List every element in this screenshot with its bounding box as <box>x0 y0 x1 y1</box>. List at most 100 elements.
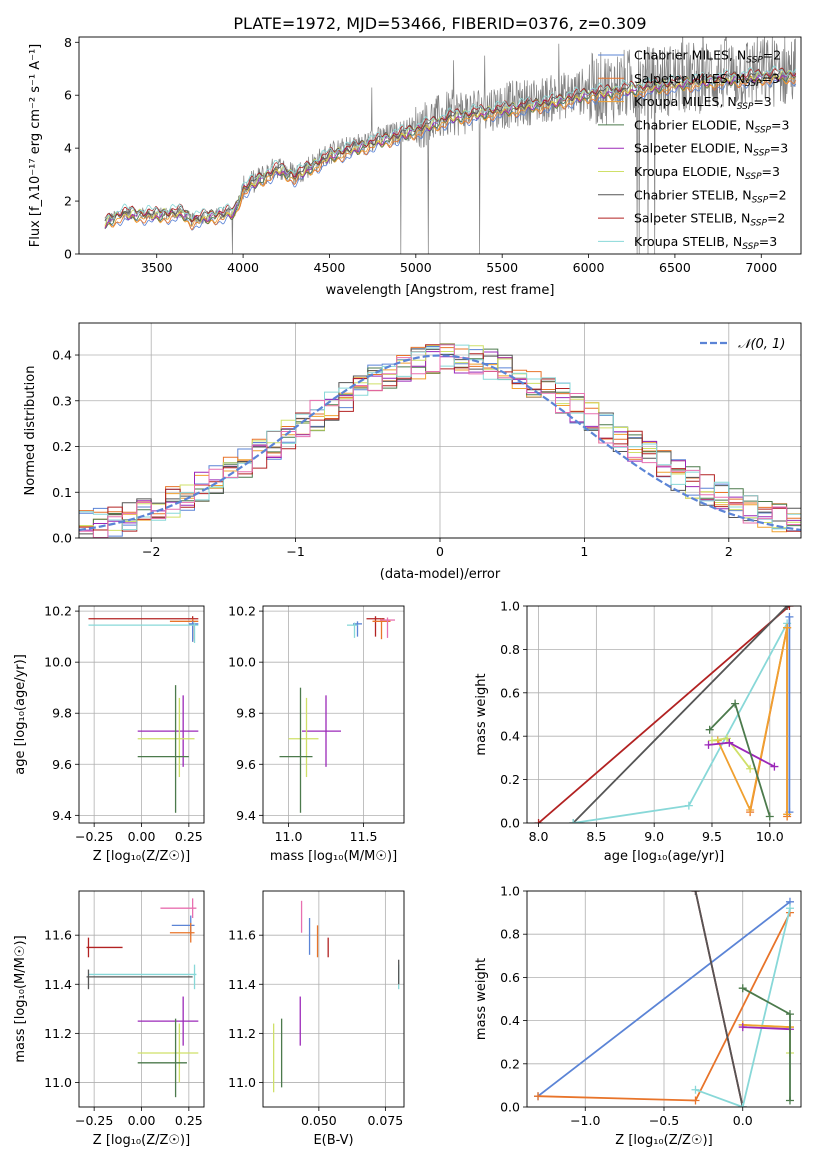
plus-marker <box>569 819 578 823</box>
legend-label: Chabrier MILES, NSSP=2 <box>634 48 781 66</box>
panel-spectrum: 3500 4000 4500 5000 5500 6000 6500 7000 0 2 4 6 8 wav… <box>28 35 802 298</box>
legend-label-tail: =2 <box>768 187 786 202</box>
y-tick-label: 0.4 <box>52 348 72 363</box>
x-tick-label: 9.0 <box>644 829 664 844</box>
x-tick-label: 11.5 <box>350 829 378 844</box>
legend-label: Salpeter MILES, NSSP=3 <box>634 71 780 89</box>
errorbar-point <box>86 937 123 958</box>
axes-frame <box>262 890 405 1108</box>
legend-label-sub: SSP <box>742 242 759 252</box>
legend-label-sub: SSP <box>746 56 763 66</box>
mass-weight-line <box>742 1026 791 1031</box>
legend-label: Kroupa STELIB, NSSP=3 <box>634 234 777 252</box>
legend-label-tail: =3 <box>759 234 777 249</box>
x-tick-label: −2 <box>142 544 160 559</box>
plot-area <box>86 898 199 1098</box>
mass-weight-line <box>708 741 775 768</box>
y-tick-label: 9.4 <box>52 808 72 823</box>
model-spectrum-line <box>104 73 797 228</box>
y-tick-label: 0.8 <box>500 642 520 657</box>
x-tick-label: 3500 <box>141 260 173 275</box>
panel-mass-vs-ebv: 0.050 0.075 11.0 11.2 11.4 11.6 E(B-V) <box>228 890 405 1148</box>
mass-weight-line <box>716 627 788 815</box>
plus-marker <box>738 1023 747 1032</box>
errorbar-point <box>137 1023 199 1083</box>
x-tick-label: 0.00 <box>128 829 156 844</box>
errorbar-point <box>380 617 395 638</box>
axes-frame <box>78 605 205 824</box>
errorbar-point <box>169 922 195 943</box>
legend-label: Kroupa ELODIE, NSSP=3 <box>634 164 780 182</box>
legend-label-text: Kroupa STELIB, N <box>634 234 742 249</box>
legend-label-text: Salpeter ELODIE, N <box>634 141 753 156</box>
axes-frame <box>262 605 405 824</box>
y-tick-label: 11.6 <box>44 928 72 943</box>
y-tick-label: 8 <box>64 35 72 50</box>
y-tick-label: 0.0 <box>500 816 520 831</box>
x-tick-label: 7000 <box>745 260 777 275</box>
errorbar-point <box>279 687 313 813</box>
plus-marker <box>684 801 693 810</box>
plus-marker <box>691 891 700 895</box>
y-tick-label: 0.8 <box>500 927 520 942</box>
plus-marker <box>723 734 732 743</box>
axes-frame <box>526 890 802 1108</box>
errorbar-point <box>137 685 189 813</box>
y-tick-label: 0.2 <box>500 1056 520 1071</box>
y-axis-label: age [log₁₀(age/yr)] <box>13 654 28 775</box>
figure-title: PLATE=1972, MJD=53466, FIBERID=0376, z=0… <box>233 14 646 33</box>
legend-label-sub: SSP <box>745 172 762 182</box>
model-spectrum-line <box>104 67 797 223</box>
x-axis-label: Z [log₁₀(Z/Z☉)] <box>615 1133 712 1148</box>
panel-mass-weight-vs-age: 8.0 8.5 9.0 9.5 10.0 0.0 0.2 0.4 0.6 0.8 1.0 age [l… <box>474 599 802 864</box>
x-tick-label: 6500 <box>659 260 691 275</box>
x-tick-label: 2 <box>725 544 733 559</box>
axes-frame <box>78 322 802 539</box>
plus-marker <box>785 1010 794 1019</box>
y-tick-label: 10.0 <box>44 655 72 670</box>
y-axis-label: mass weight <box>474 673 489 755</box>
x-tick-label: 4000 <box>227 260 259 275</box>
y-tick-label: 0.3 <box>52 393 72 408</box>
y-tick-label: 4 <box>64 141 72 156</box>
errorbar-point <box>188 621 199 642</box>
plus-marker <box>783 606 792 610</box>
legend-label-sub: SSP <box>750 219 767 229</box>
y-tick-label: 0.1 <box>52 485 72 500</box>
panel-age-vs-Z: −0.25 0.00 0.25 9.4 9.6 9.8 10.0 10.2 Z [log₁₀(Z… <box>13 604 205 864</box>
errorbar-point <box>288 697 319 778</box>
x-tick-label: 0 <box>436 544 444 559</box>
y-tick-label: 10.0 <box>228 655 256 670</box>
x-axis-label: Z [log₁₀(Z/Z☉)] <box>93 849 190 864</box>
y-tick-label: 0.0 <box>52 531 72 546</box>
y-tick-label: 10.2 <box>228 604 256 619</box>
plus-marker <box>738 984 747 993</box>
legend-label-tail: =3 <box>770 141 788 156</box>
legend-label: 𝒩(0, 1) <box>738 337 785 352</box>
x-tick-label: 1 <box>580 544 588 559</box>
y-axis-label: mass [log₁₀(M/M☉)] <box>13 935 28 1062</box>
y-tick-label: 0.2 <box>500 772 520 787</box>
legend-label-tail: =3 <box>753 94 771 109</box>
x-tick-label: −1 <box>286 544 304 559</box>
plus-marker <box>785 1096 794 1105</box>
x-tick-label: 4500 <box>314 260 346 275</box>
legend-label-sub: SSP <box>754 125 771 135</box>
legend-label: Chabrier ELODIE, NSSP=3 <box>634 117 789 135</box>
errorbar-point <box>86 969 193 990</box>
errorbar-point <box>88 964 197 990</box>
legend-label-tail: =3 <box>762 71 780 86</box>
x-tick-label: 6000 <box>573 260 605 275</box>
y-tick-label: 9.6 <box>236 757 256 772</box>
x-tick-label: 5000 <box>400 260 432 275</box>
legend-label-text: Salpeter STELIB, N <box>634 211 750 226</box>
model-spectrum-line <box>104 65 797 220</box>
plus-marker <box>731 699 740 708</box>
y-tick-label: 9.8 <box>236 706 256 721</box>
y-tick-label: 0.2 <box>52 439 72 454</box>
y-tick-label: 0.6 <box>500 685 520 700</box>
plus-marker <box>785 606 794 610</box>
x-axis-label: wavelength [Angstrom, rest frame] <box>326 283 555 298</box>
errorbar-point <box>137 697 195 778</box>
model-spectrum-line <box>104 70 796 226</box>
